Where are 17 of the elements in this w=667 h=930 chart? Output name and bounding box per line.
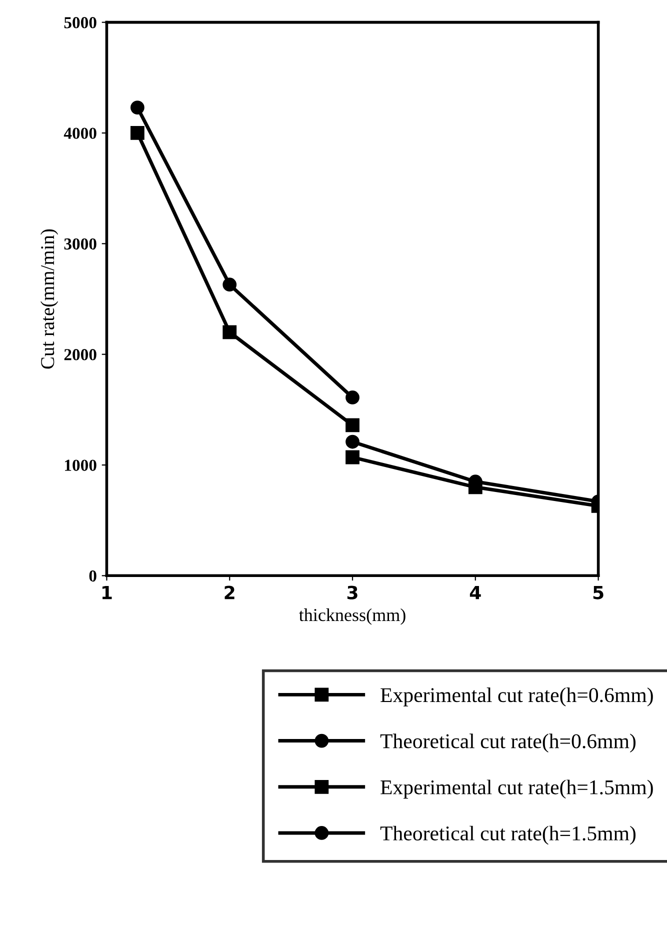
y-tick-label: 1000	[65, 460, 96, 471]
y-tick-label: 5000	[64, 17, 96, 28]
legend-label: Experimental cut rate(h=1.5mm)	[380, 780, 653, 799]
y-tick-label: 0	[89, 570, 96, 582]
legend-label: Theoretical cut rate(h=1.5mm)	[380, 826, 636, 845]
y-tick-label: 4000	[64, 128, 96, 139]
x-tick-label: 1	[102, 586, 112, 600]
x-tick-label: 2	[224, 586, 234, 600]
x-tick-label: 5	[593, 586, 604, 600]
x-tick-label: 4	[470, 586, 481, 600]
y-tick-label: 3000	[64, 238, 96, 250]
y-axis-title: Cut rate(mm/min)	[40, 229, 58, 369]
x-tick-label: 3	[347, 586, 358, 600]
x-axis-title: thickness(mm)	[299, 608, 406, 625]
y-tick-label: 2000	[64, 349, 96, 360]
legend-label: Theoretical cut rate(h=0.6mm)	[380, 734, 636, 753]
legend-label: Experimental cut rate(h=0.6mm)	[380, 688, 653, 706]
